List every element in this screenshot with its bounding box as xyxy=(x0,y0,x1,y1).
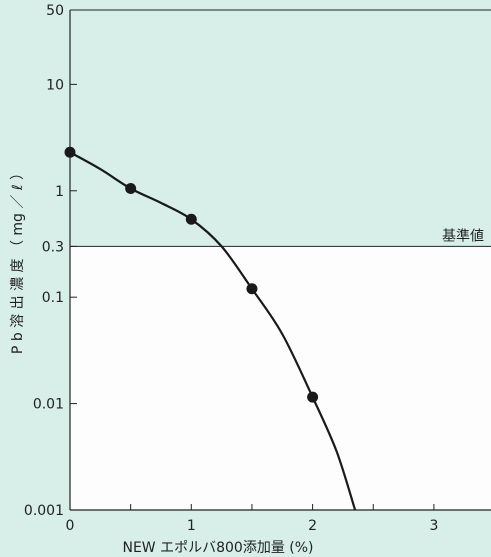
y-tick-label: 0.3 xyxy=(42,239,64,255)
data-point xyxy=(64,146,76,158)
y-tick-label: 50 xyxy=(46,3,64,19)
y-tick-label: 0.01 xyxy=(33,397,64,413)
y-tick-label: 0.1 xyxy=(42,290,64,306)
data-point xyxy=(185,213,197,225)
y-tick-label: 10 xyxy=(46,77,64,93)
data-point xyxy=(125,183,137,195)
y-tick-label: 1 xyxy=(55,184,64,200)
threshold-label: 基準値 xyxy=(442,227,484,244)
y-tick-label: 0.001 xyxy=(24,503,64,519)
series-curve xyxy=(69,151,357,511)
x-tick-label: 3 xyxy=(429,518,438,534)
lower-band xyxy=(70,246,491,510)
x-tick-label: 2 xyxy=(308,518,317,534)
x-tick-label: 0 xyxy=(66,518,75,534)
upper-band xyxy=(70,10,491,247)
data-point xyxy=(246,283,258,295)
data-point xyxy=(307,391,319,403)
y-axis-title: P b 溶 出 濃 度 （ mg ／ ℓ ） xyxy=(10,166,26,354)
x-axis-title: NEW エポルバ800添加量 (%) xyxy=(122,540,313,556)
x-tick-label: 1 xyxy=(187,518,196,534)
